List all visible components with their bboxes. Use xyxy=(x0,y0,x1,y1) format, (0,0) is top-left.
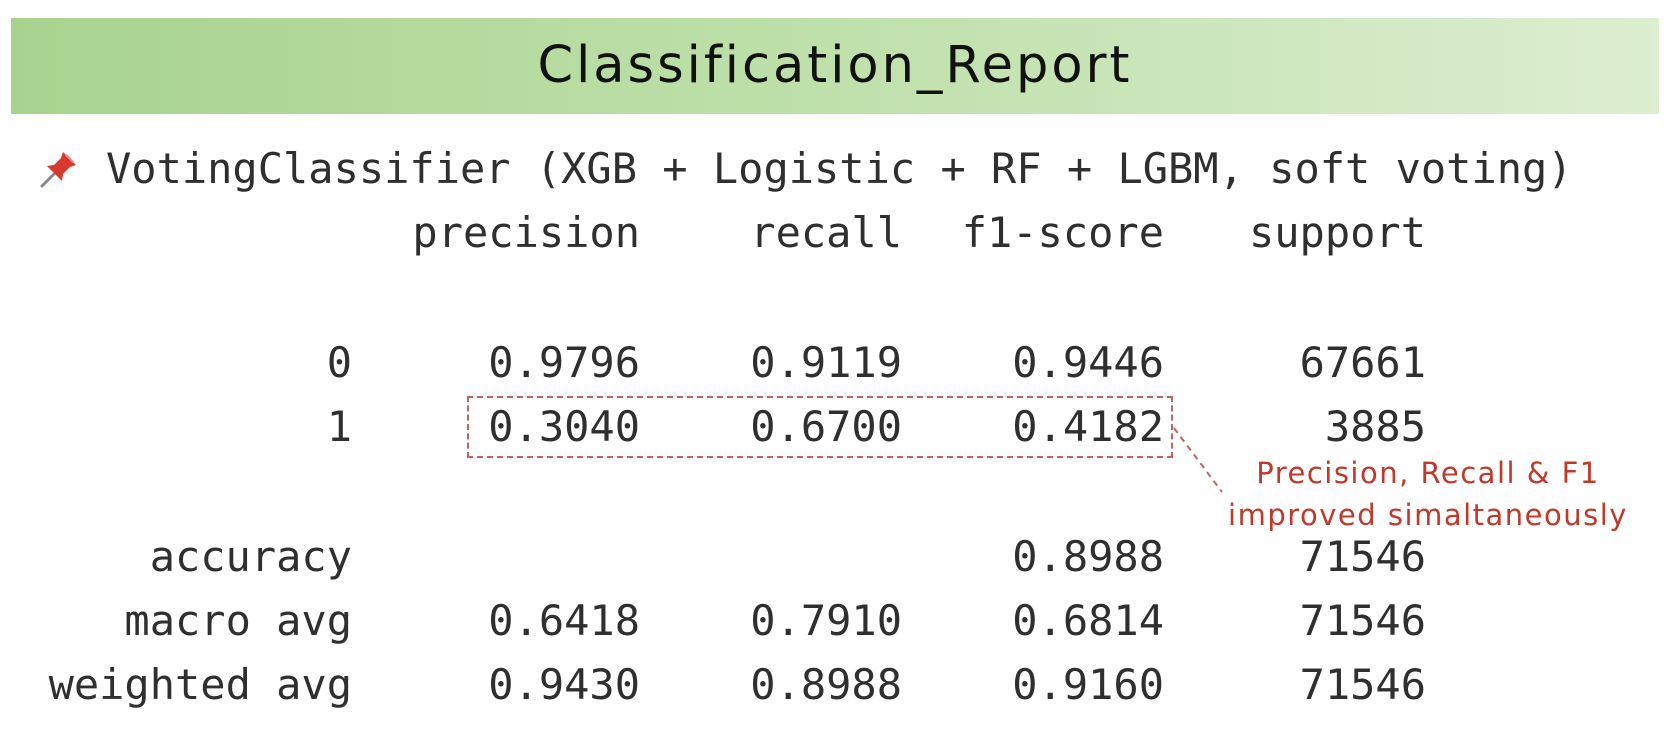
accuracy-f1-score: 0.8988 xyxy=(1012,532,1164,581)
row-label-accuracy: accuracy xyxy=(149,532,352,581)
improvement-annotation: Precision, Recall & F1 improved simaltan… xyxy=(1208,452,1648,536)
weighted-avg-recall: 0.8988 xyxy=(750,660,902,709)
column-header-precision: precision xyxy=(412,208,640,257)
class-0-support: 67661 xyxy=(1299,338,1426,387)
page-title: Classification_Report xyxy=(537,36,1133,95)
weighted-avg-support: 71546 xyxy=(1299,660,1426,709)
row-label-weighted-avg: weighted avg xyxy=(48,660,352,709)
title-banner: Classification_Report xyxy=(11,18,1659,114)
macro-avg-precision: 0.6418 xyxy=(488,596,640,645)
column-header-support: support xyxy=(1248,208,1426,257)
macro-avg-support: 71546 xyxy=(1299,596,1426,645)
row-label-macro-avg: macro avg xyxy=(124,596,352,645)
class-1-recall: 0.6700 xyxy=(750,402,902,451)
annotation-line-1: Precision, Recall & F1 xyxy=(1256,456,1600,490)
row-label-class-1: 1 xyxy=(326,402,352,451)
class-0-precision: 0.9796 xyxy=(488,338,640,387)
weighted-avg-f1-score: 0.9160 xyxy=(1012,660,1164,709)
weighted-avg-precision: 0.9430 xyxy=(488,660,640,709)
class-1-precision: 0.3040 xyxy=(488,402,640,451)
column-header-recall: recall xyxy=(750,208,902,257)
column-header-f1-score: f1-score xyxy=(961,208,1164,257)
macro-avg-recall: 0.7910 xyxy=(750,596,902,645)
row-label-class-0: 0 xyxy=(326,338,352,387)
class-0-f1-score: 0.9446 xyxy=(1012,338,1164,387)
pushpin-icon xyxy=(40,152,76,188)
class-0-recall: 0.9119 xyxy=(750,338,902,387)
accuracy-support: 71546 xyxy=(1299,532,1426,581)
class-1-f1-score: 0.4182 xyxy=(1012,402,1164,451)
model-title: VotingClassifier (XGB + Logistic + RF + … xyxy=(106,144,1573,193)
class-1-support: 3885 xyxy=(1324,402,1426,451)
macro-avg-f1-score: 0.6814 xyxy=(1012,596,1164,645)
class-1-highlight-box xyxy=(467,396,1173,458)
annotation-line-2: improved simaltaneously xyxy=(1228,498,1628,532)
